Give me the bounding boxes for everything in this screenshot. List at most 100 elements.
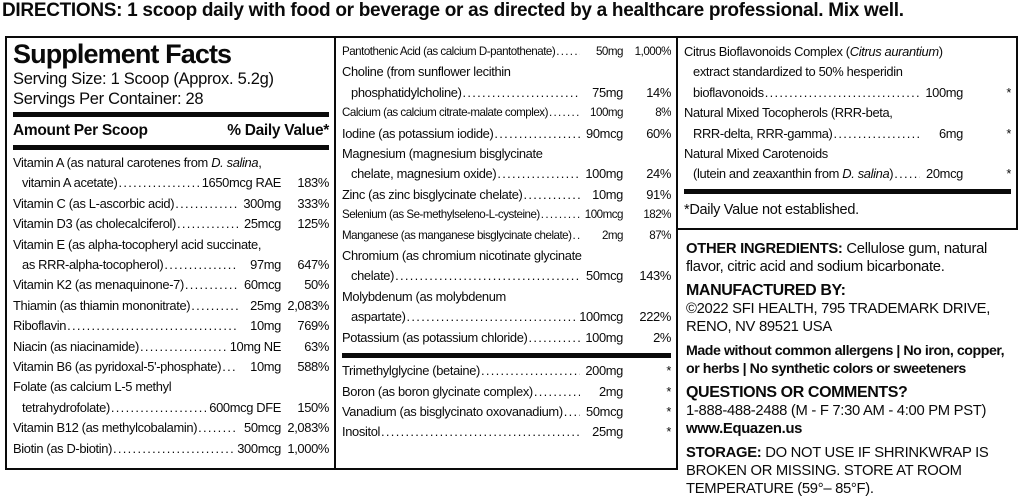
nutrient-amount-line: Iodine (as potassium iodide) 90mcg 60% [342, 124, 671, 144]
nutrient-daily-value: * [666, 383, 671, 399]
nutrient-row: Biotin (as D-biotin) 300mcg 1,000% [13, 439, 329, 459]
questions-website: www.Equazen.us [686, 421, 803, 437]
nutrient-row: Riboflavin 10mg 769% [13, 316, 329, 336]
nutrient-daily-value: * [666, 424, 671, 440]
nutrient-amount: 10mg [250, 359, 281, 375]
nutrient-name: tetrahydrofolate) [22, 399, 110, 415]
divider-bar [684, 188, 1011, 194]
nutrient-row: Niacin (as niacinamide) 10mg NE 63% [13, 337, 329, 357]
dot-leader [528, 328, 580, 348]
nutrient-amount-line: Vitamin B12 (as methylcobalamin) 50mcg 2,0… [13, 418, 329, 438]
nutrient-daily-value: 183% [297, 175, 329, 191]
nutrient-row: Molybdenum (as molybdenum aspartate) 100mc… [342, 287, 671, 328]
dot-leader [140, 337, 227, 357]
nutrient-amount-line: aspartate) 100mcg 222% [342, 307, 671, 327]
nutrient-name: Riboflavin [13, 318, 67, 334]
dot-leader [164, 255, 238, 275]
dot-leader [497, 164, 580, 184]
nutrient-daily-value: 333% [297, 195, 329, 211]
nutrient-daily-value: 1,000% [634, 45, 671, 58]
supplement-facts-left-column: Supplement Facts Serving Size: 1 Scoop (… [5, 36, 336, 470]
nutrient-daily-value: 87% [649, 228, 671, 242]
nutrient-row: Zinc (as zinc bisglycinate chelate) 10mg 9… [342, 185, 671, 205]
nutrient-name: (lutein and zeaxanthin from D. salina) [693, 166, 894, 182]
nutrient-name-line: Natural Mixed Carotenoids [684, 146, 828, 162]
nutrient-amount-line: Vitamin K2 (as menaquinone-7) 60mcg 50% [13, 275, 329, 295]
nutrient-row: Pantothenic Acid (as calcium D-pantothen… [342, 42, 671, 62]
nutrient-daily-value: 222% [639, 309, 671, 325]
nutrient-name: Potassium (as potassium chloride) [342, 329, 528, 345]
nutrient-daily-value: 647% [297, 257, 329, 273]
dot-leader [573, 226, 581, 246]
nutrient-amount-line: Riboflavin 10mg 769% [13, 316, 329, 336]
nutrient-daily-value: 143% [639, 268, 671, 284]
nutrient-name: Trimethylglycine (betaine) [342, 363, 481, 379]
nutrient-daily-value: 2% [653, 329, 671, 345]
questions-phone: 1-888-488-2488 (M - F 7:30 AM - 4:00 PM … [686, 403, 987, 419]
nutrient-daily-value: 63% [304, 338, 329, 354]
nutrient-amount: 10mg [250, 318, 281, 334]
nutrient-amount-line: Niacin (as niacinamide) 10mg NE 63% [13, 337, 329, 357]
nutrient-row: Potassium (as potassium chloride) 100mg 2% [342, 328, 671, 348]
nutrient-amount-line: vitamin A acetate) 1650mcg RAE 183% [13, 173, 329, 193]
divider-bar [13, 145, 329, 150]
nutrient-row: Vitamin B12 (as methylcobalamin) 50mcg 2,0… [13, 418, 329, 438]
nutrient-amount: 25mg [250, 297, 281, 313]
nutrient-amount-line: Vitamin D3 (as cholecalciferol) 25mcg 125% [13, 214, 329, 234]
dot-leader [177, 214, 238, 234]
nutrient-amount: 10mg NE [229, 338, 282, 354]
nutrient-daily-value: 769% [297, 318, 329, 334]
nutrient-amount-line: Inositol 25mg * [342, 422, 671, 442]
nutrient-amount: 6mg [938, 125, 963, 141]
nutrient-daily-value: 50% [304, 277, 329, 293]
nutrient-row: Vitamin B6 (as pyridoxal-5'-phosphate) 10… [13, 357, 329, 377]
nutrient-amount: 2mg [598, 383, 623, 399]
nutrient-amount: 300mg [243, 195, 281, 211]
nutrient-row: Thiamin (as thiamin mononitrate) 25mg 2,08… [13, 296, 329, 316]
nutrient-daily-value: 588% [297, 359, 329, 375]
nutrient-name-line: Folate (as calcium L-5 methyl [13, 379, 172, 395]
divider-bar [342, 353, 671, 359]
daily-value-footnote: *Daily Value not established. [684, 201, 859, 218]
nutrient-amount: 50mcg [244, 420, 281, 436]
nutrient-row: Manganese (as manganese bisglycinate che… [342, 226, 671, 246]
dot-leader [523, 185, 580, 205]
nutrient-amount-line: (lutein and zeaxanthin from D. salina) 20… [684, 164, 1011, 184]
nutrient-name-line: Molybdenum (as molybdenum [342, 288, 506, 304]
dot-leader [118, 173, 198, 193]
nutrient-daily-value: 1,000% [287, 440, 329, 456]
manufactured-by-text: ©2022 SFI HEALTH, 795 TRADEMARK DRIVE, R… [686, 301, 991, 335]
nutrient-row: Vanadium (as bisglycinato oxovanadium) 50… [342, 402, 671, 422]
dot-leader [113, 439, 234, 459]
serving-size: Serving Size: 1 Scoop (Approx. 5.2g) [13, 70, 274, 88]
dot-leader [833, 124, 920, 144]
nutrient-amount: 100mg [585, 329, 623, 345]
nutrient-daily-value: 14% [646, 84, 671, 100]
nutrient-amount: 100mg [925, 84, 963, 100]
nutrient-amount: 50mcg [586, 268, 623, 284]
nutrient-amount: 100mcg [579, 309, 623, 325]
supplement-facts-middle-column: Pantothenic Acid (as calcium D-pantothen… [334, 36, 678, 470]
nutrient-row: Folate (as calcium L-5 methyl tetrahydrof… [13, 377, 329, 418]
nutrient-name-line: Magnesium (magnesium bisglycinate [342, 146, 543, 162]
dot-leader [481, 361, 580, 381]
dot-leader [765, 83, 920, 103]
nutrient-daily-value: * [666, 403, 671, 419]
nutrient-row: Vitamin A (as natural carotenes from D. … [13, 153, 329, 194]
nutrient-daily-value: * [1006, 84, 1011, 100]
nutrient-name: Vitamin C (as L-ascorbic acid) [13, 195, 175, 211]
manufactured-by-section: MANUFACTURED BY: ©2022 SFI HEALTH, 795 TR… [686, 282, 1018, 336]
storage-section: STORAGE: DO NOT USE IF SHRINKWRAP IS BRO… [686, 444, 1018, 498]
nutrient-daily-value: * [666, 363, 671, 379]
nutrient-row: Calcium (as calcium citrate-malate compl… [342, 103, 671, 123]
nutrient-daily-value: 24% [646, 166, 671, 182]
nutrient-amount-line: Vanadium (as bisglycinato oxovanadium) 50… [342, 402, 671, 422]
nutrient-name: chelate) [351, 268, 395, 284]
nutrient-amount-line: as RRR-alpha-tocopherol) 97mg 647% [13, 255, 329, 275]
nutrient-row: Citrus Bioflavonoids Complex (Citrus aur… [684, 42, 1011, 103]
nutrient-daily-value: * [1006, 166, 1011, 182]
nutrient-name: Biotin (as D-biotin) [13, 440, 113, 456]
nutrient-rows-middle: Pantothenic Acid (as calcium D-pantothen… [342, 42, 671, 348]
nutrient-amount-line: Pantothenic Acid (as calcium D-pantothen… [342, 42, 671, 62]
nutrient-name: Boron (as boron glycinate complex) [342, 383, 533, 399]
